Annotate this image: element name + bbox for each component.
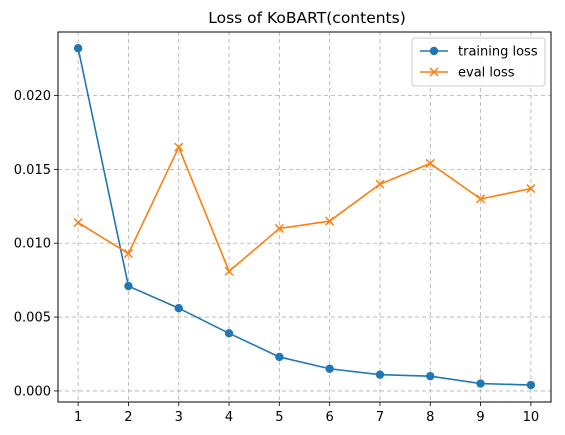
legend-marker xyxy=(429,46,439,56)
plot-frame xyxy=(57,31,552,403)
x-tick-label: 9 xyxy=(476,410,484,425)
legend-label: eval loss xyxy=(458,66,515,81)
data-point xyxy=(476,194,486,204)
data-point xyxy=(73,44,83,53)
x-tick-label: 8 xyxy=(426,410,434,425)
data-point xyxy=(375,370,385,379)
y-tick-label: 0.020 xyxy=(14,89,51,104)
y-axis: 0.000 0.005 0.010 0.015 0.020 xyxy=(14,89,58,399)
data-point xyxy=(425,158,435,168)
legend: training loss eval loss xyxy=(411,37,546,87)
x-tick-label: 4 xyxy=(225,410,233,425)
x-tick-label: 10 xyxy=(523,410,540,425)
y-tick-label: 0.010 xyxy=(14,237,51,252)
x-tick-label: 5 xyxy=(275,410,283,425)
x-axis: 1 2 3 4 5 6 7 8 9 10 xyxy=(74,402,539,425)
x-tick-label: 6 xyxy=(326,410,334,425)
chart-title: Loss of KoBART(contents) xyxy=(208,9,406,27)
data-point xyxy=(526,184,536,194)
data-point xyxy=(274,223,284,233)
legend-entry: training loss xyxy=(420,45,538,60)
series-line xyxy=(77,48,531,386)
data-point xyxy=(526,380,536,390)
data-point xyxy=(124,281,133,291)
y-tick-label: 0.015 xyxy=(14,163,51,178)
data-point xyxy=(224,266,234,276)
data-point xyxy=(123,249,133,259)
series-layer xyxy=(73,44,536,390)
data-point xyxy=(325,216,335,226)
grid-lines xyxy=(58,32,551,402)
data-point xyxy=(73,218,83,228)
legend-marker xyxy=(429,67,439,77)
legend-box xyxy=(411,37,546,87)
x-tick-label: 3 xyxy=(175,410,183,425)
x-tick-label: 7 xyxy=(376,410,384,425)
x-tick-label: 2 xyxy=(124,410,132,425)
y-tick-label: 0.005 xyxy=(14,311,51,326)
series-line xyxy=(77,145,532,273)
legend-label: training loss xyxy=(458,45,538,60)
data-point xyxy=(325,364,334,373)
data-point xyxy=(375,179,385,189)
data-point xyxy=(174,142,184,152)
data-point xyxy=(476,379,485,388)
x-tick-label: 1 xyxy=(74,410,82,425)
y-tick-label: 0.000 xyxy=(14,384,51,399)
series-training-loss xyxy=(73,44,536,390)
data-point xyxy=(224,329,234,338)
data-point xyxy=(426,371,435,381)
series-eval-loss xyxy=(73,142,536,276)
data-point xyxy=(174,304,183,313)
legend-entry: eval loss xyxy=(420,66,515,81)
data-point xyxy=(275,352,284,362)
